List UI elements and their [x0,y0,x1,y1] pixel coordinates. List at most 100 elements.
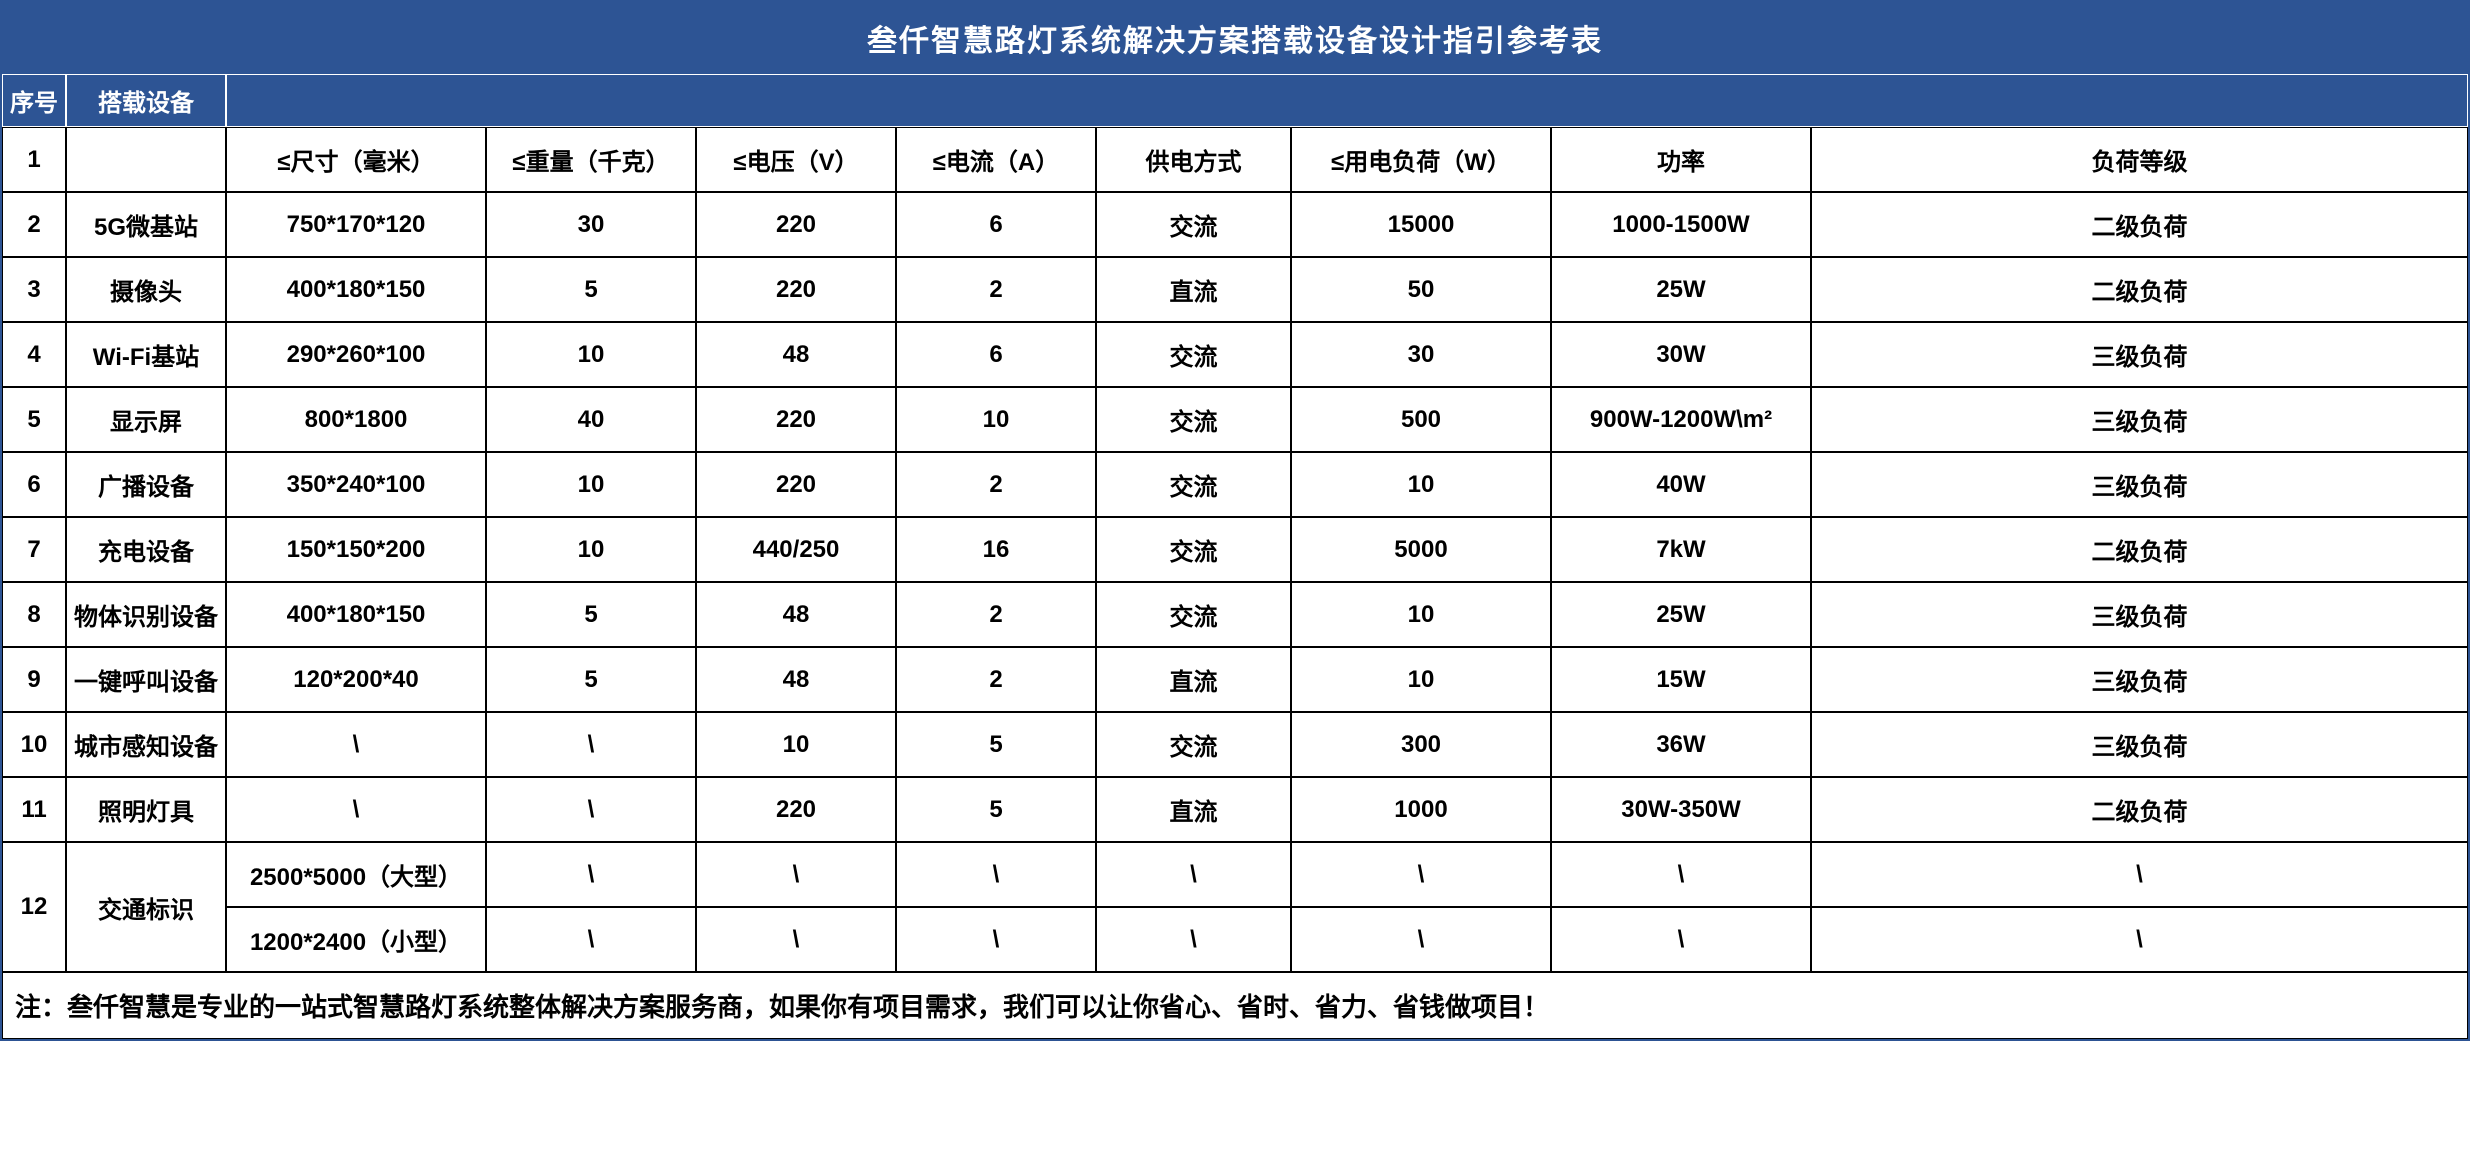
header-seq: 序号 [2,74,66,127]
cell-weight: 5 [486,647,696,712]
cell-power: 900W-1200W\m² [1551,387,1811,452]
cell-load: 10 [1291,452,1551,517]
cell-load: 10 [1291,582,1551,647]
table-header-row: 序号 搭载设备 [2,74,2468,127]
cell-load: 15000 [1291,192,1551,257]
cell-size: 750*170*120 [226,192,486,257]
table-row: 9一键呼叫设备120*200*405482直流1015W三级负荷 [2,647,2468,712]
reference-table: 叁仟智慧路灯系统解决方案搭载设备设计指引参考表 序号 搭载设备 1≤尺寸（毫米）… [0,0,2470,1041]
cell-weight: \ [486,842,696,907]
cell-current: 10 [896,387,1096,452]
cell-current: 5 [896,712,1096,777]
cell-device: 显示屏 [66,387,226,452]
cell-voltage: \ [696,842,896,907]
cell-power: 1000-1500W [1551,192,1811,257]
cell-voltage: 220 [696,257,896,322]
cell-weight: 10 [486,517,696,582]
cell-seq: 3 [2,257,66,322]
cell-powertype: 交流 [1096,582,1291,647]
table-row: 8物体识别设备400*180*1505482交流1025W三级负荷 [2,582,2468,647]
cell-voltage: 10 [696,712,896,777]
cell-seq: 9 [2,647,66,712]
cell-level: \ [1811,907,2468,972]
cell-weight: 5 [486,257,696,322]
table-subrow: 1200*2400（小型） \ \ \ \ \ \ \ [226,907,2468,972]
cell-powertype: 直流 [1096,257,1291,322]
cell-powertype: 交流 [1096,387,1291,452]
cell-load: 50 [1291,257,1551,322]
cell-power: \ [1551,907,1811,972]
cell-current: 2 [896,452,1096,517]
cell-seq: 1 [2,127,66,192]
table-row: 4Wi-Fi基站290*260*10010486交流3030W三级负荷 [2,322,2468,387]
cell-device: 广播设备 [66,452,226,517]
cell-powertype: 供电方式 [1096,127,1291,192]
cell-weight: 10 [486,452,696,517]
cell-load: \ [1291,907,1551,972]
cell-device: 一键呼叫设备 [66,647,226,712]
cell-weight: 40 [486,387,696,452]
cell-power: 30W [1551,322,1811,387]
table-row: 5显示屏800*18004022010交流500900W-1200W\m²三级负… [2,387,2468,452]
cell-current: 6 [896,322,1096,387]
cell-seq: 10 [2,712,66,777]
cell-size: 2500*5000（大型） [226,842,486,907]
cell-size: 400*180*150 [226,582,486,647]
cell-current: 16 [896,517,1096,582]
cell-current: \ [896,842,1096,907]
cell-device: 物体识别设备 [66,582,226,647]
cell-weight: ≤重量（千克） [486,127,696,192]
cell-level: 三级负荷 [1811,452,2468,517]
cell-size: 120*200*40 [226,647,486,712]
cell-current: 2 [896,582,1096,647]
cell-power: 36W [1551,712,1811,777]
cell-size: 1200*2400（小型） [226,907,486,972]
cell-current: 2 [896,257,1096,322]
cell-power: \ [1551,842,1811,907]
cell-seq: 4 [2,322,66,387]
cell-load: 5000 [1291,517,1551,582]
cell-level: 三级负荷 [1811,582,2468,647]
cell-current: ≤电流（A） [896,127,1096,192]
cell-powertype: 交流 [1096,452,1291,517]
cell-voltage: ≤电压（V） [696,127,896,192]
cell-powertype: 交流 [1096,517,1291,582]
cell-device: 5G微基站 [66,192,226,257]
cell-size: 350*240*100 [226,452,486,517]
table-row: 7充电设备150*150*20010440/25016交流50007kW二级负荷 [2,517,2468,582]
cell-seq: 2 [2,192,66,257]
cell-voltage: 220 [696,452,896,517]
cell-load: 500 [1291,387,1551,452]
cell-load: 1000 [1291,777,1551,842]
table-row: 6广播设备350*240*100102202交流1040W三级负荷 [2,452,2468,517]
cell-level: 三级负荷 [1811,647,2468,712]
cell-load: ≤用电负荷（W） [1291,127,1551,192]
cell-weight: 30 [486,192,696,257]
cell-level: 三级负荷 [1811,712,2468,777]
cell-power: 30W-350W [1551,777,1811,842]
cell-seq: 6 [2,452,66,517]
merged-subrows: 2500*5000（大型） \ \ \ \ \ \ \ 1200*2400（小型… [226,842,2468,972]
table-subrow: 2500*5000（大型） \ \ \ \ \ \ \ [226,842,2468,907]
cell-load: 10 [1291,647,1551,712]
cell-powertype: 直流 [1096,777,1291,842]
cell-weight: \ [486,712,696,777]
cell-voltage: 220 [696,387,896,452]
cell-device [66,127,226,192]
cell-power: 功率 [1551,127,1811,192]
cell-load: 30 [1291,322,1551,387]
cell-voltage: 220 [696,777,896,842]
cell-power: 25W [1551,582,1811,647]
cell-powertype: \ [1096,907,1291,972]
header-spacer [226,74,2468,127]
cell-weight: 5 [486,582,696,647]
cell-size: ≤尺寸（毫米） [226,127,486,192]
cell-size: 800*1800 [226,387,486,452]
table-footer-note: 注：叁仟智慧是专业的一站式智慧路灯系统整体解决方案服务商，如果你有项目需求，我们… [2,972,2468,1039]
cell-device: 摄像头 [66,257,226,322]
cell-current: 5 [896,777,1096,842]
table-row: 10城市感知设备\\105交流30036W三级负荷 [2,712,2468,777]
cell-current: 2 [896,647,1096,712]
cell-seq: 11 [2,777,66,842]
table-row: 1 ≤尺寸（毫米）≤重量（千克）≤电压（V）≤电流（A）供电方式≤用电负荷（W）功… [2,127,2468,192]
